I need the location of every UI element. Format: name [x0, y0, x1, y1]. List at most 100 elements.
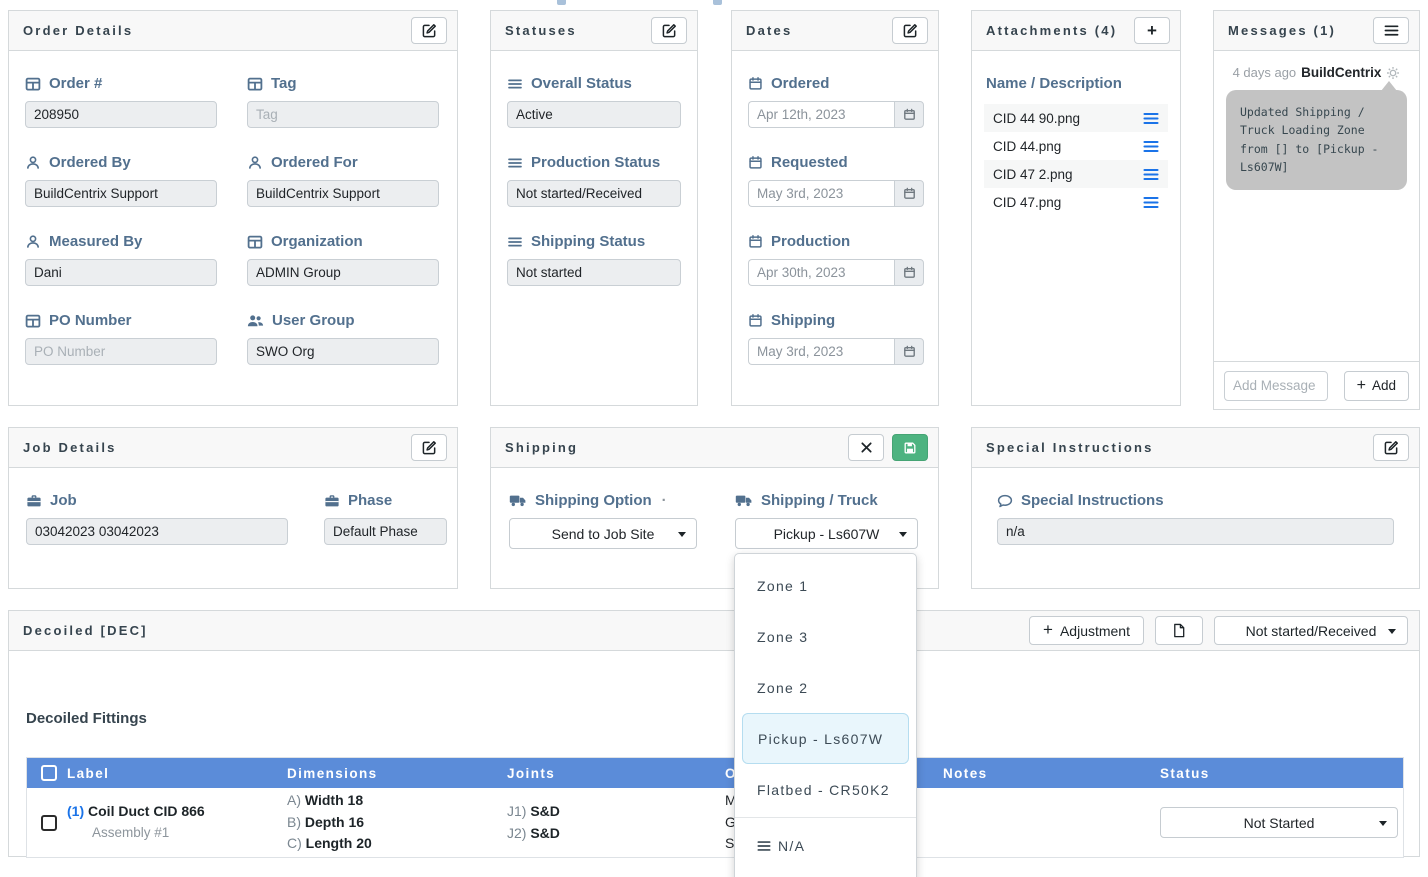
statuses-panel: Statuses Overall Status Production Statu…	[490, 10, 698, 406]
fittings-title: Decoiled Fittings	[26, 710, 147, 727]
edit-button[interactable]	[411, 17, 447, 44]
pen-square-icon	[903, 24, 917, 38]
requested-date-input[interactable]	[748, 180, 894, 207]
field-label: Shipping Status	[507, 233, 681, 250]
dropdown-option[interactable]: Flatbed - CR50K2	[757, 781, 890, 798]
dropdown-option[interactable]: Zone 2	[757, 679, 809, 696]
add-message-button[interactable]: + Add	[1343, 370, 1409, 401]
fitting-number-link[interactable]: (1)	[67, 803, 85, 820]
calendar-icon	[903, 108, 915, 120]
ordered-by-field	[25, 180, 217, 207]
calendar-picker-button[interactable]	[894, 259, 924, 286]
pen-square-icon	[422, 441, 436, 455]
field-label: Ordered For	[247, 154, 439, 171]
chat-icon	[997, 494, 1013, 507]
calendar-icon	[749, 76, 762, 90]
messages-panel: Messages (1) 4 days ago BuildCentrix Upd…	[1213, 10, 1420, 410]
shipping-truck-select[interactable]: Pickup - Ls607W	[735, 518, 918, 549]
panel-title: Shipping	[505, 440, 579, 455]
production-date-input[interactable]	[748, 259, 894, 286]
row-checkbox[interactable]	[41, 814, 57, 831]
user-group-field	[247, 338, 439, 365]
caret-down-icon	[1388, 629, 1396, 634]
edit-button[interactable]	[892, 17, 928, 44]
field-label: Job	[26, 492, 288, 509]
dates-panel: Dates Ordered Requested	[731, 10, 939, 406]
edit-button[interactable]	[651, 17, 687, 44]
table-header: Label Dimensions Joints Options Notes St…	[27, 758, 1403, 788]
ordered-for-field	[247, 180, 439, 207]
message-author: BuildCentrix	[1301, 65, 1382, 80]
field-label: Shipping Option ·	[509, 492, 699, 509]
attachment-name: CID 47.png	[993, 194, 1062, 210]
cancel-button[interactable]	[848, 434, 884, 461]
field-label: Shipping	[748, 312, 922, 329]
panel-title: Job Details	[23, 440, 117, 455]
dropdown-option-na[interactable]: N/A	[735, 820, 916, 871]
calendar-picker-button[interactable]	[894, 180, 924, 207]
production-status-field	[507, 180, 681, 207]
section-status-select[interactable]: Not started/Received	[1214, 616, 1408, 645]
table-icon	[247, 235, 263, 248]
options-partial: G	[725, 813, 736, 830]
edit-button[interactable]	[1373, 434, 1409, 461]
clipped-text-fragment	[713, 0, 722, 5]
caret-down-icon	[899, 532, 907, 537]
plus-icon: +	[1356, 376, 1366, 394]
order-number-field	[25, 101, 217, 128]
menu-lines-icon	[508, 79, 522, 88]
menu-lines-icon	[508, 158, 522, 167]
attachment-menu-icon[interactable]	[1143, 168, 1159, 181]
table-icon	[25, 314, 41, 327]
message-text: Updated Shipping / Truck Loading Zone fr…	[1240, 105, 1379, 175]
calendar-picker-button[interactable]	[894, 101, 924, 128]
attachment-menu-icon[interactable]	[1143, 196, 1159, 209]
options-partial: M	[725, 791, 737, 808]
dropdown-option[interactable]: Zone 1	[757, 577, 809, 594]
fittings-table: Label Dimensions Joints Options Notes St…	[26, 757, 1404, 858]
column-header: Label	[67, 765, 110, 781]
add-message-input[interactable]	[1224, 370, 1328, 401]
dropdown-option[interactable]: Zone 3	[757, 628, 809, 645]
dropdown-option-selected[interactable]: Pickup - Ls607W	[742, 713, 909, 764]
attachment-menu-icon[interactable]	[1143, 140, 1159, 153]
field-label: Ordered	[748, 75, 922, 92]
row-status-select[interactable]: Not Started	[1160, 807, 1398, 838]
edit-button[interactable]	[411, 434, 447, 461]
shipping-date-input[interactable]	[748, 338, 894, 365]
panel-title: Order Details	[23, 23, 134, 38]
required-indicator: ·	[661, 492, 667, 509]
shipping-option-select[interactable]: Send to Job Site	[509, 518, 697, 549]
menu-lines-icon	[508, 237, 522, 246]
attachment-name: CID 44 90.png	[993, 110, 1081, 126]
panel-title: Dates	[746, 23, 793, 38]
gear-icon[interactable]	[1386, 66, 1400, 80]
plus-icon: +	[1043, 619, 1053, 639]
column-header: Joints	[507, 765, 556, 781]
calendar-picker-button[interactable]	[894, 338, 924, 365]
column-header: Status	[1160, 765, 1210, 781]
attachment-menu-icon[interactable]	[1143, 112, 1159, 125]
select-all-checkbox[interactable]	[41, 765, 57, 781]
pen-square-icon	[1384, 441, 1398, 455]
field-label: Order #	[25, 75, 217, 92]
options-partial: S	[725, 835, 735, 852]
order-details-panel: Order Details Order # Tag Ordered By	[8, 10, 458, 406]
special-instructions-panel: Special Instructions Special Instruction…	[971, 427, 1420, 589]
add-attachment-button[interactable]: +	[1134, 17, 1170, 44]
person-icon	[27, 234, 39, 248]
panel-title: Special Instructions	[986, 440, 1154, 455]
save-button[interactable]	[892, 434, 928, 461]
messages-menu-button[interactable]	[1373, 17, 1409, 44]
field-label: Organization	[247, 233, 439, 250]
attachment-row: CID 44 90.png	[984, 104, 1168, 132]
document-button[interactable]	[1155, 616, 1203, 645]
tag-field	[247, 101, 439, 128]
add-adjustment-button[interactable]: + Adjustment	[1029, 616, 1144, 645]
field-label: Special Instructions	[997, 492, 1394, 509]
attachments-panel: Attachments (4) + Name / Description CID…	[971, 10, 1181, 406]
ordered-date-input[interactable]	[748, 101, 894, 128]
plus-icon: +	[1147, 20, 1157, 40]
attachment-row: CID 47.png	[984, 188, 1168, 216]
calendar-icon	[903, 266, 915, 278]
